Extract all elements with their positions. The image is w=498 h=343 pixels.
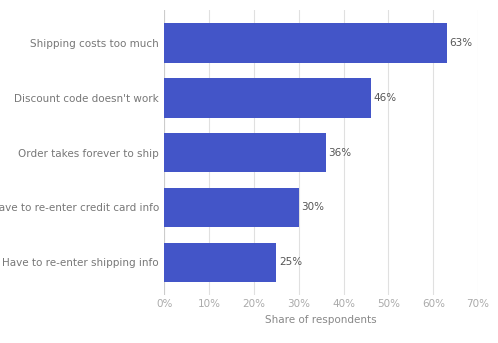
Text: 36%: 36%	[328, 147, 352, 158]
Bar	[164, 23, 447, 63]
Text: 46%: 46%	[373, 93, 396, 103]
Bar	[164, 243, 276, 282]
Text: 63%: 63%	[449, 38, 473, 48]
Text: 30%: 30%	[301, 202, 325, 212]
Bar	[164, 78, 371, 118]
Text: 25%: 25%	[279, 257, 302, 267]
Bar	[164, 188, 299, 227]
X-axis label: Share of respondents: Share of respondents	[265, 315, 377, 325]
Bar	[164, 133, 326, 173]
